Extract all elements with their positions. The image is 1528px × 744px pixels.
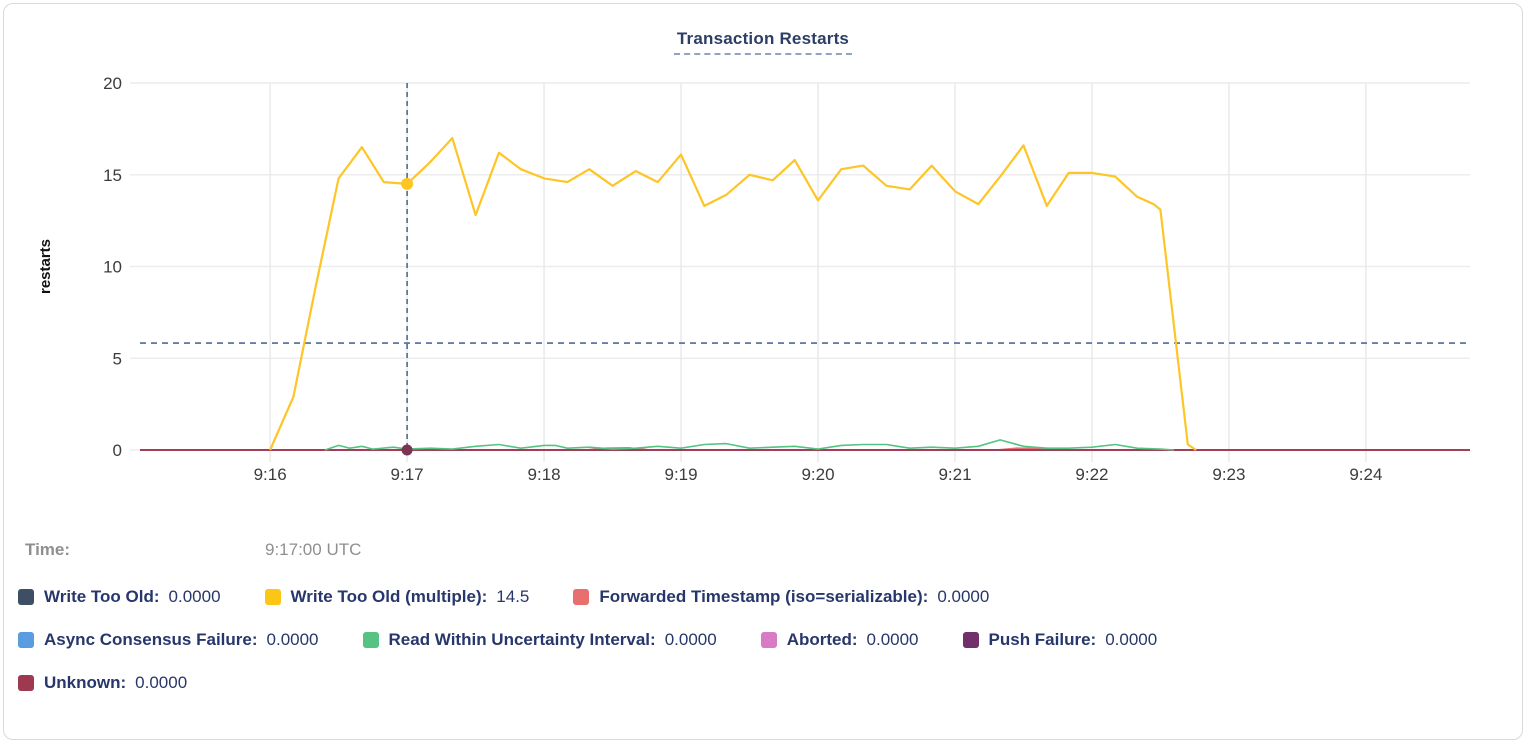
legend-item-push-failure[interactable]: Push Failure: 0.0000 [962, 630, 1158, 650]
legend-swatch-icon [962, 632, 979, 648]
legend-swatch-icon [760, 632, 777, 648]
legend-swatch-icon [18, 589, 34, 605]
chart-header: Transaction Restarts [4, 29, 1522, 55]
legend-item-value: 0.0000 [664, 630, 717, 649]
legend-item-value: 0.0000 [1105, 630, 1158, 649]
legend-item-value: 0.0000 [266, 630, 319, 649]
hover-point-write-too-old-multiple [401, 177, 414, 190]
legend-item-value: 14.5 [496, 587, 530, 606]
legend-row: Write Too Old: 0.0000 Write Too Old (multi… [18, 587, 1506, 607]
y-grid: 0 5 10 15 20 [103, 74, 1470, 460]
y-tick-label: 20 [103, 74, 122, 93]
chart-title[interactable]: Transaction Restarts [673, 29, 853, 55]
y-tick-label: 10 [103, 258, 122, 277]
hover-time-row: Time: 9:17:00 UTC [25, 540, 361, 560]
legend-item-label: Push Failure: [988, 630, 1097, 649]
x-grid: 9:16 9:17 9:18 9:19 9:20 9:21 9:22 9:23 9:24 [254, 83, 1382, 484]
legend-item-forwarded-timestamp-iso-serializable[interactable]: Forwarded Timestamp (iso=serializable): 0… [573, 587, 989, 607]
legend-item-value: 0.0000 [937, 587, 990, 606]
legend-item-write-too-old[interactable]: Write Too Old: 0.0000 [18, 587, 221, 607]
x-tick-label: 9:17 [391, 465, 424, 484]
legend-item-label: Write Too Old: [44, 587, 160, 606]
legend-swatch-icon [264, 589, 281, 605]
legend-item-label: Forwarded Timestamp (iso=serializable): [599, 587, 929, 606]
legend-item-async-consensus-failure[interactable]: Async Consensus Failure: 0.0000 [18, 630, 319, 650]
x-tick-label: 9:20 [801, 465, 834, 484]
legend-row: Unknown: 0.0000 [18, 673, 1506, 693]
x-tick-label: 9:18 [528, 465, 561, 484]
y-tick-label: 5 [113, 349, 122, 368]
series-line-read-within-uncertainty-interval [324, 439, 1175, 451]
legend-swatch-icon [18, 632, 34, 648]
chart-canvas[interactable]: 0 5 10 15 20 9:16 9:17 9:18 9:19 9:20 9:21 9:22 9:23… [4, 4, 1522, 516]
legend-item-label: Unknown: [44, 673, 127, 692]
legend-item-read-within-uncertainty-interval[interactable]: Read Within Uncertainty Interval: 0.0000 [362, 630, 717, 650]
legend-item-label: Read Within Uncertainty Interval: [388, 630, 656, 649]
metric-chart-card: Transaction Restarts 0 5 10 15 20 9:16 9:17 9:1… [3, 3, 1523, 740]
legend-swatch-icon [573, 589, 590, 605]
x-tick-label: 9:24 [1349, 465, 1382, 484]
x-tick-label: 9:22 [1075, 465, 1108, 484]
x-tick-label: 9:23 [1212, 465, 1245, 484]
x-tick-label: 9:21 [938, 465, 971, 484]
hover-time-value: 9:17:00 UTC [265, 540, 362, 559]
legend-item-value: 0.0000 [866, 630, 919, 649]
hover-point-unknown [401, 444, 413, 456]
hover-time-label: Time: [25, 540, 71, 559]
legend-item-label: Aborted: [786, 630, 858, 649]
legend-item-aborted[interactable]: Aborted: 0.0000 [760, 630, 919, 650]
x-tick-label: 9:19 [664, 465, 697, 484]
legend-item-write-too-old-multiple[interactable]: Write Too Old (multiple): 14.5 [264, 587, 530, 607]
legend-item-value: 0.0000 [168, 587, 221, 606]
series-line-write-too-old-multiple [269, 137, 1197, 451]
y-tick-label: 0 [113, 441, 122, 460]
y-tick-label: 15 [103, 166, 122, 185]
legend-item-label: Write Too Old (multiple): [290, 587, 488, 606]
x-tick-label: 9:16 [254, 465, 287, 484]
legend-item-unknown[interactable]: Unknown: 0.0000 [18, 673, 187, 693]
legend-item-value: 0.0000 [135, 673, 188, 692]
chart-legend: Write Too Old: 0.0000 Write Too Old (multi… [18, 587, 1506, 716]
y-axis-label: restarts [37, 239, 54, 294]
legend-swatch-icon [18, 675, 34, 691]
legend-row: Async Consensus Failure: 0.0000 Read Withi… [18, 630, 1506, 650]
legend-swatch-icon [362, 632, 379, 648]
legend-item-label: Async Consensus Failure: [44, 630, 258, 649]
